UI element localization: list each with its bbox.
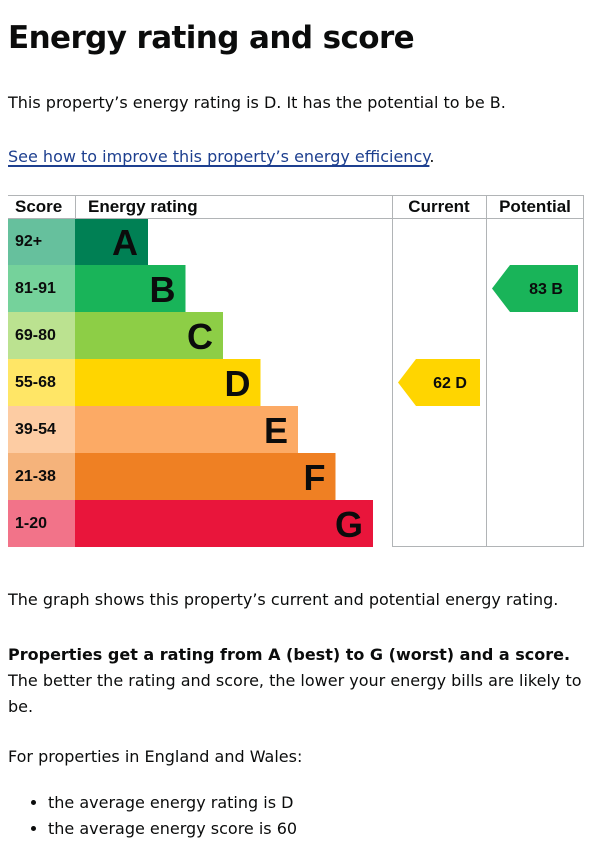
header-current: Current: [408, 197, 470, 216]
header-energy-rating: Energy rating: [88, 197, 198, 216]
energy-rating-chart: Score Energy rating Current Potential 92+ A 81…: [8, 195, 585, 549]
rating-bar-a: [75, 218, 148, 265]
rating-summary: This property’s energy rating is D. It h…: [8, 93, 506, 112]
rating-letter-a: A: [112, 222, 138, 263]
average-score-item: the average energy score is 60: [48, 816, 601, 842]
score-cell-g: [8, 500, 75, 547]
potential-rating-label: 83 B: [529, 281, 563, 298]
rating-letter-f: F: [304, 457, 326, 498]
score-cell-f: [8, 453, 75, 500]
score-label-f: 21-38: [15, 468, 56, 485]
rating-letter-d: D: [225, 363, 251, 404]
page-title: Energy rating and score: [8, 20, 415, 56]
header-potential: Potential: [499, 197, 571, 216]
graph-caption: The graph shows this property’s current …: [8, 590, 559, 609]
improve-efficiency-link[interactable]: See how to improve this property’s energ…: [8, 147, 430, 166]
score-label-b: 81-91: [15, 280, 56, 297]
improve-link-line: See how to improve this property’s energ…: [8, 146, 601, 168]
score-cell-b: [8, 265, 75, 312]
region-intro: For properties in England and Wales:: [8, 747, 303, 766]
rating-letter-e: E: [264, 410, 288, 451]
score-cell-e: [8, 406, 75, 453]
score-label-d: 55-68: [15, 374, 56, 391]
energy-rating-graph: Score Energy rating Current Potential 92+ A 81…: [8, 195, 584, 547]
rating-bar-c: [75, 312, 223, 359]
rating-letter-b: B: [150, 269, 176, 310]
rating-bar-d: [75, 359, 261, 406]
rating-bar-e: [75, 406, 298, 453]
score-label-c: 69-80: [15, 327, 56, 344]
score-label-a: 92+: [15, 233, 42, 250]
rating-bar-g: [75, 500, 373, 547]
score-cell-a: [8, 218, 75, 265]
averages-list: the average energy rating is D the avera…: [8, 790, 601, 842]
score-cell-d: [8, 359, 75, 406]
ratings-explanation-rest: The better the rating and score, the low…: [8, 671, 582, 716]
potential-rating-arrow: [492, 265, 578, 312]
rating-letter-g: G: [335, 504, 363, 545]
rating-letter-c: C: [187, 316, 213, 357]
rating-bar-b: [75, 265, 186, 312]
ratings-explanation-strong: Properties get a rating from A (best) to…: [8, 645, 571, 664]
rating-bar-f: [75, 453, 336, 500]
current-rating-arrow: [398, 359, 480, 406]
average-rating-item: the average energy rating is D: [48, 790, 601, 816]
current-rating-label: 62 D: [433, 375, 467, 392]
score-label-g: 1-20: [15, 515, 47, 532]
score-label-e: 39-54: [15, 421, 56, 438]
ratings-explanation: Properties get a rating from A (best) to…: [8, 642, 583, 720]
score-cell-c: [8, 312, 75, 359]
improve-link-suffix: .: [429, 147, 435, 166]
header-score: Score: [15, 197, 62, 216]
